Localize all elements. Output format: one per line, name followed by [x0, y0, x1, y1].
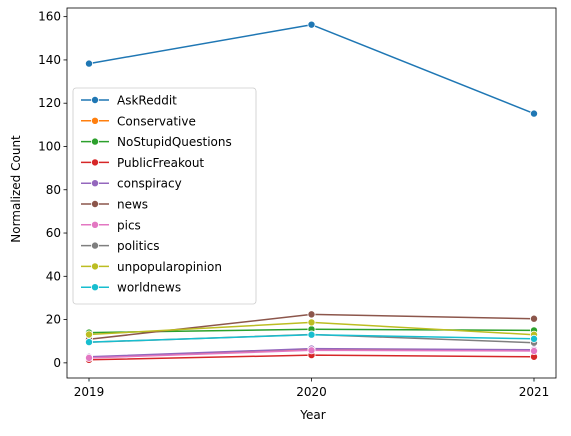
legend-label: NoStupidQuestions: [117, 135, 232, 149]
legend-box: [72, 87, 257, 305]
y-tick-label: 160: [38, 10, 61, 24]
legend-label: Conservative: [117, 114, 196, 128]
legend-swatch-marker: [91, 116, 100, 125]
data-point-worldnews-2019: [85, 338, 94, 347]
legend-swatch-marker: [91, 220, 100, 229]
legend-label: conspiracy: [117, 177, 182, 191]
legend-swatch-marker: [91, 137, 100, 146]
legend-swatch-marker: [91, 241, 100, 250]
data-point-unpopularopinion-2019: [85, 330, 94, 339]
y-axis-label: Normalized Count: [9, 135, 23, 243]
y-tick-label: 0: [53, 356, 61, 370]
legend: AskReddit Conservative NoStupidQuestions Pu…: [72, 87, 257, 305]
data-point-news-2021: [529, 314, 538, 323]
y-tick-label: 40: [46, 269, 61, 283]
data-point-worldnews-2021: [529, 334, 538, 343]
legend-label: unpopularopinion: [117, 260, 222, 274]
data-point-pics-2020: [307, 346, 316, 355]
legend-label: politics: [117, 239, 160, 253]
legend-swatch-marker: [91, 262, 100, 271]
legend-swatch-marker: [91, 283, 100, 292]
y-tick-label: 60: [46, 226, 61, 240]
legend-label: AskReddit: [117, 94, 177, 108]
y-tick-label: 80: [46, 183, 61, 197]
legend-label: news: [117, 198, 148, 212]
y-tick-label: 100: [38, 139, 61, 153]
x-tick-label: 2020: [296, 385, 327, 399]
y-tick-label: 20: [46, 313, 61, 327]
legend-swatch-marker: [91, 199, 100, 208]
data-point-news-2020: [307, 310, 316, 319]
x-axis-label: Year: [299, 408, 325, 422]
x-tick-label: 2021: [519, 385, 550, 399]
data-point-AskReddit-2019: [85, 59, 94, 68]
data-point-unpopularopinion-2020: [307, 318, 316, 327]
legend-swatch-marker: [91, 96, 100, 105]
legend-label: worldnews: [117, 281, 181, 295]
axes: 0 20 40 60 80 100 120 140 160 2019 2020 2021: [38, 7, 557, 399]
legend-swatch-marker: [91, 179, 100, 188]
data-point-AskReddit-2020: [307, 20, 316, 29]
legend-swatch-marker: [91, 158, 100, 167]
data-point-AskReddit-2021: [529, 109, 538, 118]
data-point-pics-2019: [85, 353, 94, 362]
x-tick-label: 2019: [74, 385, 105, 399]
plot-marks: [85, 20, 538, 364]
legend-label: PublicFreakout: [117, 156, 204, 170]
data-point-worldnews-2020: [307, 330, 316, 339]
data-point-pics-2021: [529, 346, 538, 355]
y-tick-label: 140: [38, 53, 61, 67]
y-tick-label: 120: [38, 96, 61, 110]
legend-label: pics: [117, 218, 141, 232]
